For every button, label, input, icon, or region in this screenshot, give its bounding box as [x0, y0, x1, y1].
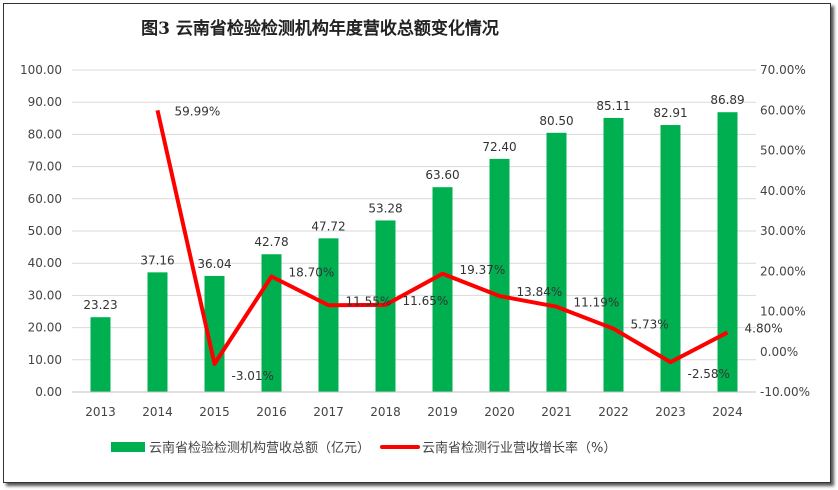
line-data-label: 11.55%: [346, 294, 392, 308]
line-data-label: 18.70%: [289, 265, 335, 279]
legend-swatch-bar: [111, 442, 145, 452]
right-tick-label: 60.00%: [760, 103, 806, 117]
left-tick-label: 100.00: [20, 63, 62, 77]
line-data-label: 5.73%: [631, 318, 669, 332]
left-tick-label: 0.00: [35, 385, 62, 399]
x-tick-label: 2013: [85, 405, 116, 419]
line-data-label: 11.65%: [403, 294, 449, 308]
x-tick-label: 2018: [370, 405, 401, 419]
left-tick-label: 80.00: [28, 127, 62, 141]
left-tick-label: 40.00: [28, 256, 62, 270]
left-tick-label: 70.00: [28, 160, 62, 174]
left-tick-label: 90.00: [28, 95, 62, 109]
bar: [318, 238, 339, 392]
line-data-label: 59.99%: [175, 104, 221, 118]
bar-data-label: 72.40: [482, 140, 516, 154]
left-tick-label: 10.00: [28, 353, 62, 367]
right-tick-label: 40.00%: [760, 184, 806, 198]
bar-data-label: 42.78: [254, 235, 288, 249]
chart-frame: [3, 3, 831, 483]
right-tick-label: -10.00%: [760, 385, 810, 399]
x-tick-label: 2024: [712, 405, 743, 419]
bar: [147, 272, 168, 392]
left-tick-label: 20.00: [28, 321, 62, 335]
x-tick-label: 2020: [484, 405, 515, 419]
x-tick-label: 2015: [199, 405, 230, 419]
bar-data-label: 85.11: [596, 99, 630, 113]
bar: [432, 187, 453, 392]
growth-rate-line: [155, 109, 729, 366]
bar-data-label: 53.28: [368, 201, 402, 215]
bar-data-label: 36.04: [197, 257, 231, 271]
x-tick-label: 2017: [313, 405, 344, 419]
right-tick-label: 0.00%: [760, 345, 798, 359]
x-tick-label: 2019: [427, 405, 458, 419]
legend: 云南省检验检测机构营收总额（亿元） 云南省检测行业营收增长率（%）: [111, 440, 616, 456]
bar: [603, 117, 624, 392]
bar: [489, 158, 510, 392]
bar-data-label: 82.91: [653, 106, 687, 120]
bar-data-label: 80.50: [539, 114, 573, 128]
right-tick-label: 50.00%: [760, 144, 806, 158]
x-tick-label: 2021: [541, 405, 572, 419]
bar-data-label: 23.23: [83, 298, 117, 312]
left-tick-label: 50.00: [28, 224, 62, 238]
bar: [261, 254, 282, 392]
bar-data-label: 47.72: [311, 219, 345, 233]
x-tick-label: 2023: [655, 405, 686, 419]
bar-data-label: 37.16: [140, 253, 174, 267]
line-data-label: -2.58%: [688, 367, 730, 381]
line-data-label: 19.37%: [460, 263, 506, 277]
bar: [546, 132, 567, 393]
line-data-label: 13.84%: [517, 285, 563, 299]
x-tick-label: 2016: [256, 405, 287, 419]
line-data-label: 11.19%: [574, 296, 620, 310]
line-data-label: 4.80%: [745, 321, 783, 335]
bar: [204, 275, 225, 392]
x-tick-label: 2022: [598, 405, 629, 419]
bar: [717, 112, 738, 392]
legend-label-bar: 云南省检验检测机构营收总额（亿元）: [149, 440, 370, 456]
line-data-label: -3.01%: [232, 369, 274, 383]
bar: [90, 317, 111, 392]
chart-title: 图3 云南省检验检测机构年度营收总额变化情况: [141, 18, 499, 39]
left-tick-label: 30.00: [28, 288, 62, 302]
right-tick-label: 20.00%: [760, 264, 806, 278]
bar: [660, 125, 681, 393]
bar-data-label: 86.89: [710, 93, 744, 107]
right-tick-label: 70.00%: [760, 63, 806, 77]
right-tick-label: 30.00%: [760, 224, 806, 238]
left-tick-label: 60.00: [28, 192, 62, 206]
bar-data-label: 63.60: [425, 168, 459, 182]
right-tick-label: 10.00%: [760, 305, 806, 319]
x-tick-label: 2014: [142, 405, 173, 419]
legend-label-line: 云南省检测行业营收增长率（%）: [422, 440, 616, 456]
